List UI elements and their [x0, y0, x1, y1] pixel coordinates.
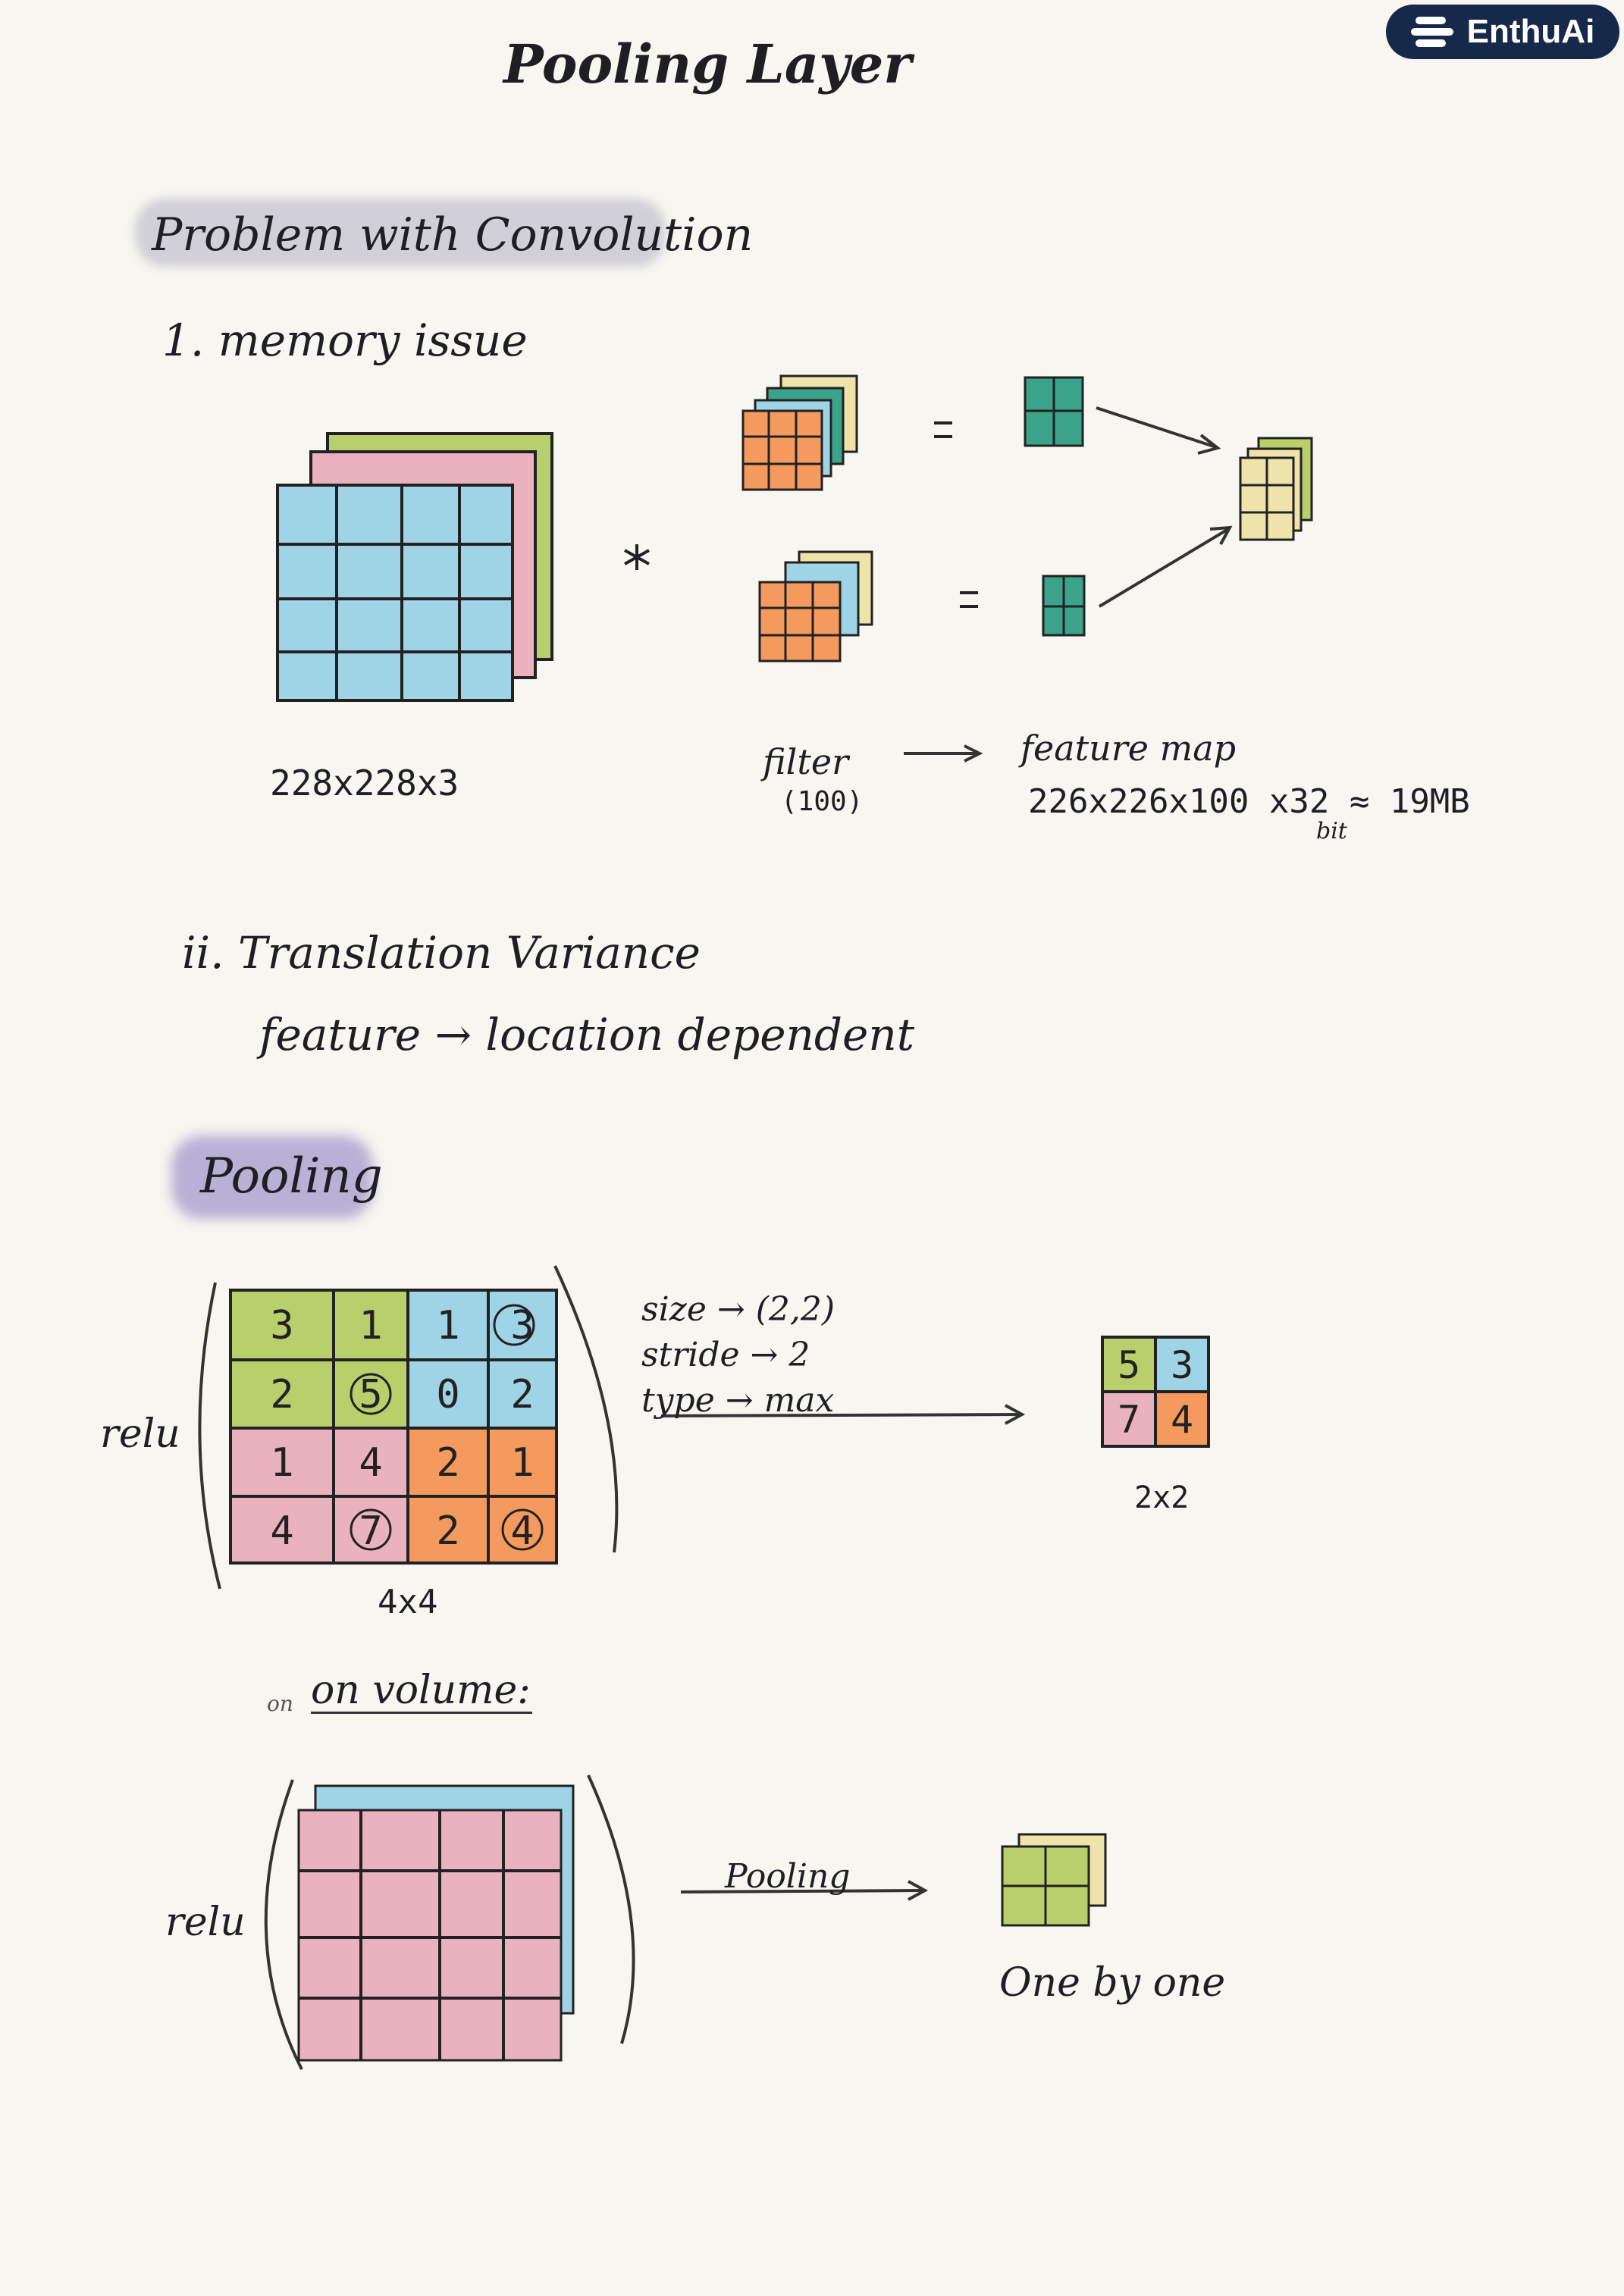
filter-bottom: [758, 550, 873, 662]
equals-signs: [934, 421, 978, 608]
input-cell-value: 1: [510, 1440, 534, 1486]
relu-label-volume: relu: [165, 1900, 246, 1945]
on-volume-strike-note: on: [267, 1691, 293, 1716]
param-stride: stride → 2: [641, 1336, 810, 1374]
brand-name: EnthuAi: [1466, 13, 1595, 50]
input-cell-value: 7: [359, 1508, 382, 1554]
pooling-heading: Pooling: [200, 1148, 383, 1204]
problem-highlight: [135, 199, 666, 267]
input-cell-value: 5: [359, 1372, 382, 1417]
brand-badge[interactable]: EnthuAi: [1386, 5, 1619, 59]
convolution-asterisk: [624, 544, 650, 570]
input-grid-values: 3 1 1 3 2 5 0 2 1 4 2 1 4 7 2 4: [270, 1303, 534, 1554]
volume-stack: [297, 1784, 575, 2062]
feature-map-stack: [1239, 437, 1313, 541]
max-circles: [350, 1304, 544, 1551]
out-pink: [1102, 1392, 1155, 1446]
relu-bracket-right: [553, 1265, 619, 1553]
out-orange: [1155, 1392, 1209, 1446]
input-cell-value: 1: [359, 1303, 382, 1348]
output-grid-lines: [1101, 1336, 1210, 1448]
convolution-diagram: [276, 374, 1313, 763]
feature-slice-bottom: [1042, 575, 1086, 637]
params-arrow: [660, 1404, 1026, 1425]
input-cell-value: 3: [270, 1303, 293, 1348]
input-cell-value: 2: [436, 1508, 459, 1554]
relu-bracket-left: [198, 1282, 221, 1590]
out-blue: [1155, 1337, 1209, 1392]
input-cell-value: 4: [270, 1508, 293, 1554]
output-cell-value: 3: [1171, 1343, 1193, 1387]
output-cell-value: 5: [1118, 1343, 1140, 1387]
pooling-highlight: [171, 1135, 373, 1219]
stacked-bars-logo-icon: [1410, 17, 1453, 47]
translation-variance-label: ii. Translation Variance: [182, 927, 701, 979]
output-cell-value: 4: [1171, 1398, 1193, 1442]
filter-top: [741, 374, 858, 491]
feature-map-label: feature map: [1020, 728, 1237, 769]
page-title: Pooling Layer: [503, 33, 912, 96]
memory-calculation: 226x226x100 x32 ≈ 19MB: [1028, 782, 1470, 821]
input-cell-value: 4: [359, 1440, 382, 1486]
output-grid-dimensions: 2x2: [1134, 1480, 1190, 1515]
output-grid-values: 5 37 4: [1118, 1343, 1193, 1442]
translation-description: feature → location dependent: [259, 1009, 915, 1060]
input-cell-value: 3: [510, 1303, 534, 1348]
relu-label-grid: relu: [100, 1411, 180, 1457]
volume-bracket-left: [264, 1779, 303, 2070]
input-volume: [276, 432, 553, 702]
input-cell-value: 1: [270, 1440, 293, 1486]
filter-label: filter: [763, 741, 849, 782]
input-dimensions: 228x228x3: [270, 763, 459, 803]
output-cell-value: 7: [1118, 1398, 1140, 1442]
param-type: type → max: [641, 1381, 835, 1420]
volume-grid-lines: [299, 1810, 561, 2060]
arrows: [904, 406, 1233, 763]
pooling-arrow: [680, 1880, 929, 1901]
one-by-one-label: One by one: [999, 1960, 1226, 2006]
input-cell-value: 4: [510, 1508, 534, 1554]
input-cell-value: 1: [436, 1303, 459, 1348]
input-cell-value: 2: [270, 1372, 293, 1417]
feature-slice-top: [1024, 376, 1084, 447]
volume-bracket-right: [587, 1774, 635, 2044]
on-volume-label: on volume:: [311, 1668, 531, 1713]
input-cell-value: 2: [436, 1440, 459, 1486]
problem-heading: Problem with Convolution: [152, 208, 754, 262]
filter-count: (100): [781, 786, 864, 817]
max-pooling-diagram: 3 1 1 32 5 0 21 4 2 14 7 2 4 5 37 4: [198, 1265, 1210, 1590]
out-green: [1102, 1337, 1155, 1392]
input-grid-dimensions: 4x4: [378, 1583, 438, 1621]
input-cell-value: 0: [436, 1372, 459, 1417]
volume-pooling-diagram: [264, 1774, 1107, 2070]
on-volume-underline: [311, 1712, 532, 1714]
input-grid-lines: [229, 1289, 558, 1565]
pooling-params: size → (2,2) stride → 2 type → max: [641, 1287, 835, 1424]
bit-note: bit: [1316, 818, 1347, 844]
pooling-arrow-label: Pooling: [725, 1857, 851, 1896]
input-cell-value: 2: [510, 1372, 534, 1417]
param-size: size → (2,2): [641, 1290, 836, 1329]
memory-issue-label: 1. memory issue: [162, 315, 528, 366]
pooled-result-stack: [1001, 1833, 1107, 1927]
